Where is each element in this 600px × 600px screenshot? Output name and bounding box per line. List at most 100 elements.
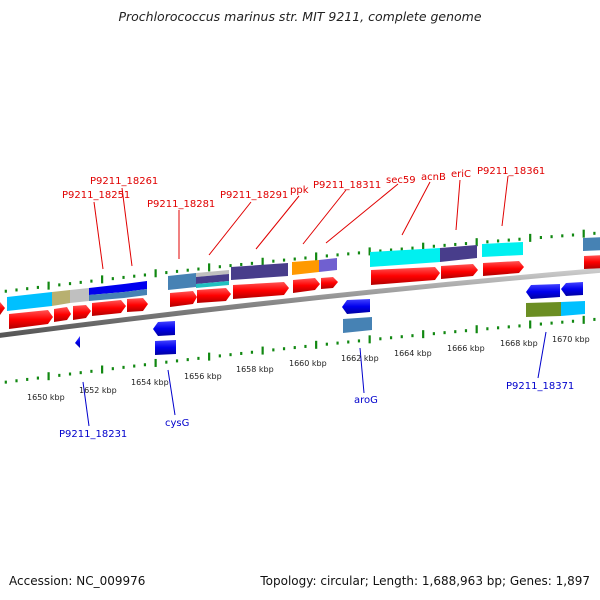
- minor-tick: [593, 231, 596, 235]
- scale-label: 1666 kbp: [447, 344, 485, 353]
- minor-tick: [165, 360, 168, 364]
- major-tick: [47, 372, 50, 381]
- feature-box[interactable]: [7, 292, 52, 311]
- feature-box[interactable]: [124, 281, 147, 292]
- major-tick: [101, 365, 104, 374]
- forward-cds-arrow[interactable]: [54, 307, 71, 322]
- feature-box[interactable]: [526, 302, 561, 317]
- minor-tick: [325, 342, 328, 346]
- gene-label-reverse[interactable]: P9211_18231: [59, 429, 127, 440]
- feature-box[interactable]: [196, 281, 229, 288]
- minor-tick: [240, 262, 243, 266]
- feature-box[interactable]: [70, 288, 89, 303]
- gene-label-forward[interactable]: eriC: [451, 169, 471, 180]
- feature-box[interactable]: [196, 270, 229, 277]
- minor-tick: [432, 332, 435, 336]
- feature-box[interactable]: [370, 248, 440, 267]
- forward-cds-arrow[interactable]: [483, 261, 524, 276]
- forward-cds-arrow[interactable]: [584, 255, 600, 269]
- minor-tick: [133, 364, 136, 368]
- minor-tick: [229, 264, 232, 268]
- minor-tick: [539, 322, 542, 326]
- minor-tick: [443, 331, 446, 335]
- minor-tick: [122, 365, 125, 369]
- forward-cds-track: [0, 255, 600, 329]
- major-tick: [261, 346, 264, 355]
- forward-cds-arrow[interactable]: [9, 310, 53, 329]
- gene-label-forward[interactable]: acnB: [421, 172, 446, 183]
- minor-tick: [347, 340, 350, 344]
- minor-tick: [561, 234, 564, 238]
- forward-cds-arrow[interactable]: [371, 267, 440, 285]
- minor-tick: [90, 279, 93, 283]
- minor-tick: [133, 274, 136, 278]
- feature-box[interactable]: [196, 274, 229, 284]
- forward-cds-arrow[interactable]: [441, 264, 478, 279]
- minor-tick: [272, 348, 275, 352]
- minor-tick: [496, 326, 500, 330]
- reverse-cds-arrow[interactable]: [75, 336, 80, 348]
- minor-tick: [550, 235, 553, 239]
- feature-box[interactable]: [168, 273, 196, 290]
- major-tick: [582, 229, 585, 238]
- minor-tick: [357, 339, 361, 343]
- minor-tick: [379, 337, 382, 341]
- feature-box[interactable]: [292, 260, 319, 275]
- reverse-cds-arrow[interactable]: [561, 282, 583, 296]
- scale-label: 1652 kbp: [79, 386, 117, 395]
- gene-label-reverse[interactable]: P9211_18371: [506, 381, 574, 392]
- feature-box[interactable]: [482, 242, 523, 257]
- gene-label-forward[interactable]: P9211_18281: [147, 199, 215, 210]
- feature-box[interactable]: [583, 237, 600, 251]
- feature-track: [7, 237, 600, 311]
- minor-tick: [379, 249, 382, 253]
- minor-tick: [15, 379, 18, 383]
- minor-tick: [36, 285, 40, 289]
- reverse-cds-arrow[interactable]: [155, 340, 176, 355]
- forward-cds-arrow[interactable]: [0, 302, 5, 315]
- gene-label-forward[interactable]: ppk: [290, 185, 309, 196]
- feature-box[interactable]: [561, 301, 585, 316]
- minor-tick: [175, 359, 179, 363]
- gene-label-reverse[interactable]: aroG: [354, 395, 378, 406]
- reverse-cds-arrow[interactable]: [342, 299, 370, 314]
- forward-cds-arrow[interactable]: [293, 278, 320, 293]
- topology-summary: Topology: circular; Length: 1,688,963 bp…: [260, 574, 590, 588]
- feature-box[interactable]: [124, 289, 147, 298]
- minor-tick: [143, 363, 147, 367]
- forward-cds-arrow[interactable]: [233, 282, 289, 299]
- minor-tick: [486, 240, 489, 244]
- feature-box[interactable]: [89, 292, 124, 301]
- reverse-cds-arrow[interactable]: [153, 321, 175, 336]
- minor-tick: [325, 254, 328, 258]
- minor-tick: [79, 371, 82, 375]
- reverse-cds-arrow[interactable]: [526, 284, 560, 299]
- forward-cds-arrow[interactable]: [127, 298, 148, 312]
- minor-tick: [496, 239, 500, 243]
- gene-label-reverse[interactable]: cysG: [165, 418, 189, 429]
- gene-label-forward[interactable]: sec59: [386, 175, 416, 186]
- minor-tick: [272, 259, 275, 263]
- minor-tick: [347, 252, 350, 256]
- feature-box[interactable]: [440, 245, 477, 262]
- feature-box[interactable]: [319, 258, 337, 272]
- feature-box[interactable]: [231, 263, 288, 280]
- feature-box[interactable]: [89, 284, 124, 295]
- gene-label-forward[interactable]: P9211_18361: [477, 166, 545, 177]
- forward-cds-arrow[interactable]: [73, 305, 91, 320]
- forward-cds-arrow[interactable]: [197, 288, 231, 303]
- minor-tick: [464, 329, 468, 333]
- forward-cds-arrow[interactable]: [170, 291, 197, 307]
- major-tick: [261, 257, 264, 266]
- reverse-cds-arrow[interactable]: [343, 317, 372, 333]
- gene-label-forward[interactable]: P9211_18261: [90, 176, 158, 187]
- forward-cds-arrow[interactable]: [321, 277, 338, 289]
- forward-cds-arrow[interactable]: [92, 300, 126, 316]
- gene-label-forward[interactable]: P9211_18311: [313, 180, 381, 191]
- minor-tick: [454, 330, 457, 334]
- major-tick: [475, 238, 478, 247]
- feature-box[interactable]: [52, 290, 70, 306]
- gene-label-forward[interactable]: P9211_18291: [220, 190, 288, 201]
- gene-label-forward[interactable]: P9211_18251: [62, 190, 130, 201]
- minor-tick: [389, 336, 393, 340]
